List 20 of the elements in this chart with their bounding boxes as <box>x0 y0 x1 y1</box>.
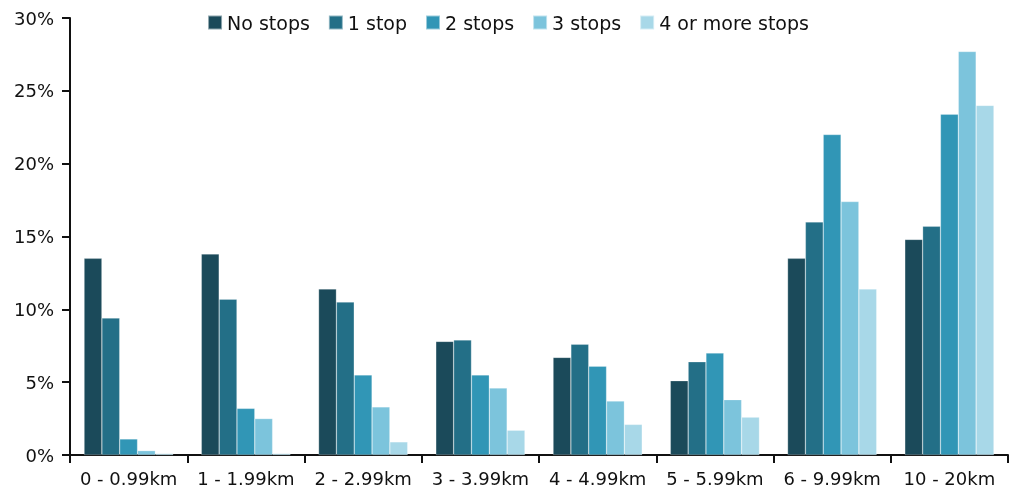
x-tick-label: 1 - 1.99km <box>197 467 295 489</box>
y-tick-label: 10% <box>13 298 54 320</box>
x-tick-label: 6 - 9.99km <box>783 467 881 489</box>
y-tick-label: 25% <box>13 80 54 102</box>
x-tick-label: 4 - 4.99km <box>548 467 647 489</box>
y-tick-label: 30% <box>13 7 54 29</box>
y-tick-label: 15% <box>13 226 54 247</box>
legend-label: 4 or more stops <box>659 11 809 34</box>
x-tick-label: 10 - 20km <box>903 467 996 489</box>
x-tick-label: 0 - 0.99km <box>79 467 178 489</box>
y-tick-label: 5% <box>25 371 54 393</box>
legend-label: 2 stops <box>445 11 515 34</box>
y-tick-label: 0% <box>25 444 54 466</box>
x-tick-label: 2 - 2.99km <box>314 467 412 489</box>
x-tick-label: 3 - 3.99km <box>431 467 530 489</box>
legend-label: 3 stops <box>552 11 622 34</box>
legend-label: 1 stop <box>347 11 408 34</box>
y-tick-label: 20% <box>13 153 54 175</box>
legend-label: No stops <box>227 11 310 34</box>
x-tick-label: 5 - 5.99km <box>666 467 764 489</box>
